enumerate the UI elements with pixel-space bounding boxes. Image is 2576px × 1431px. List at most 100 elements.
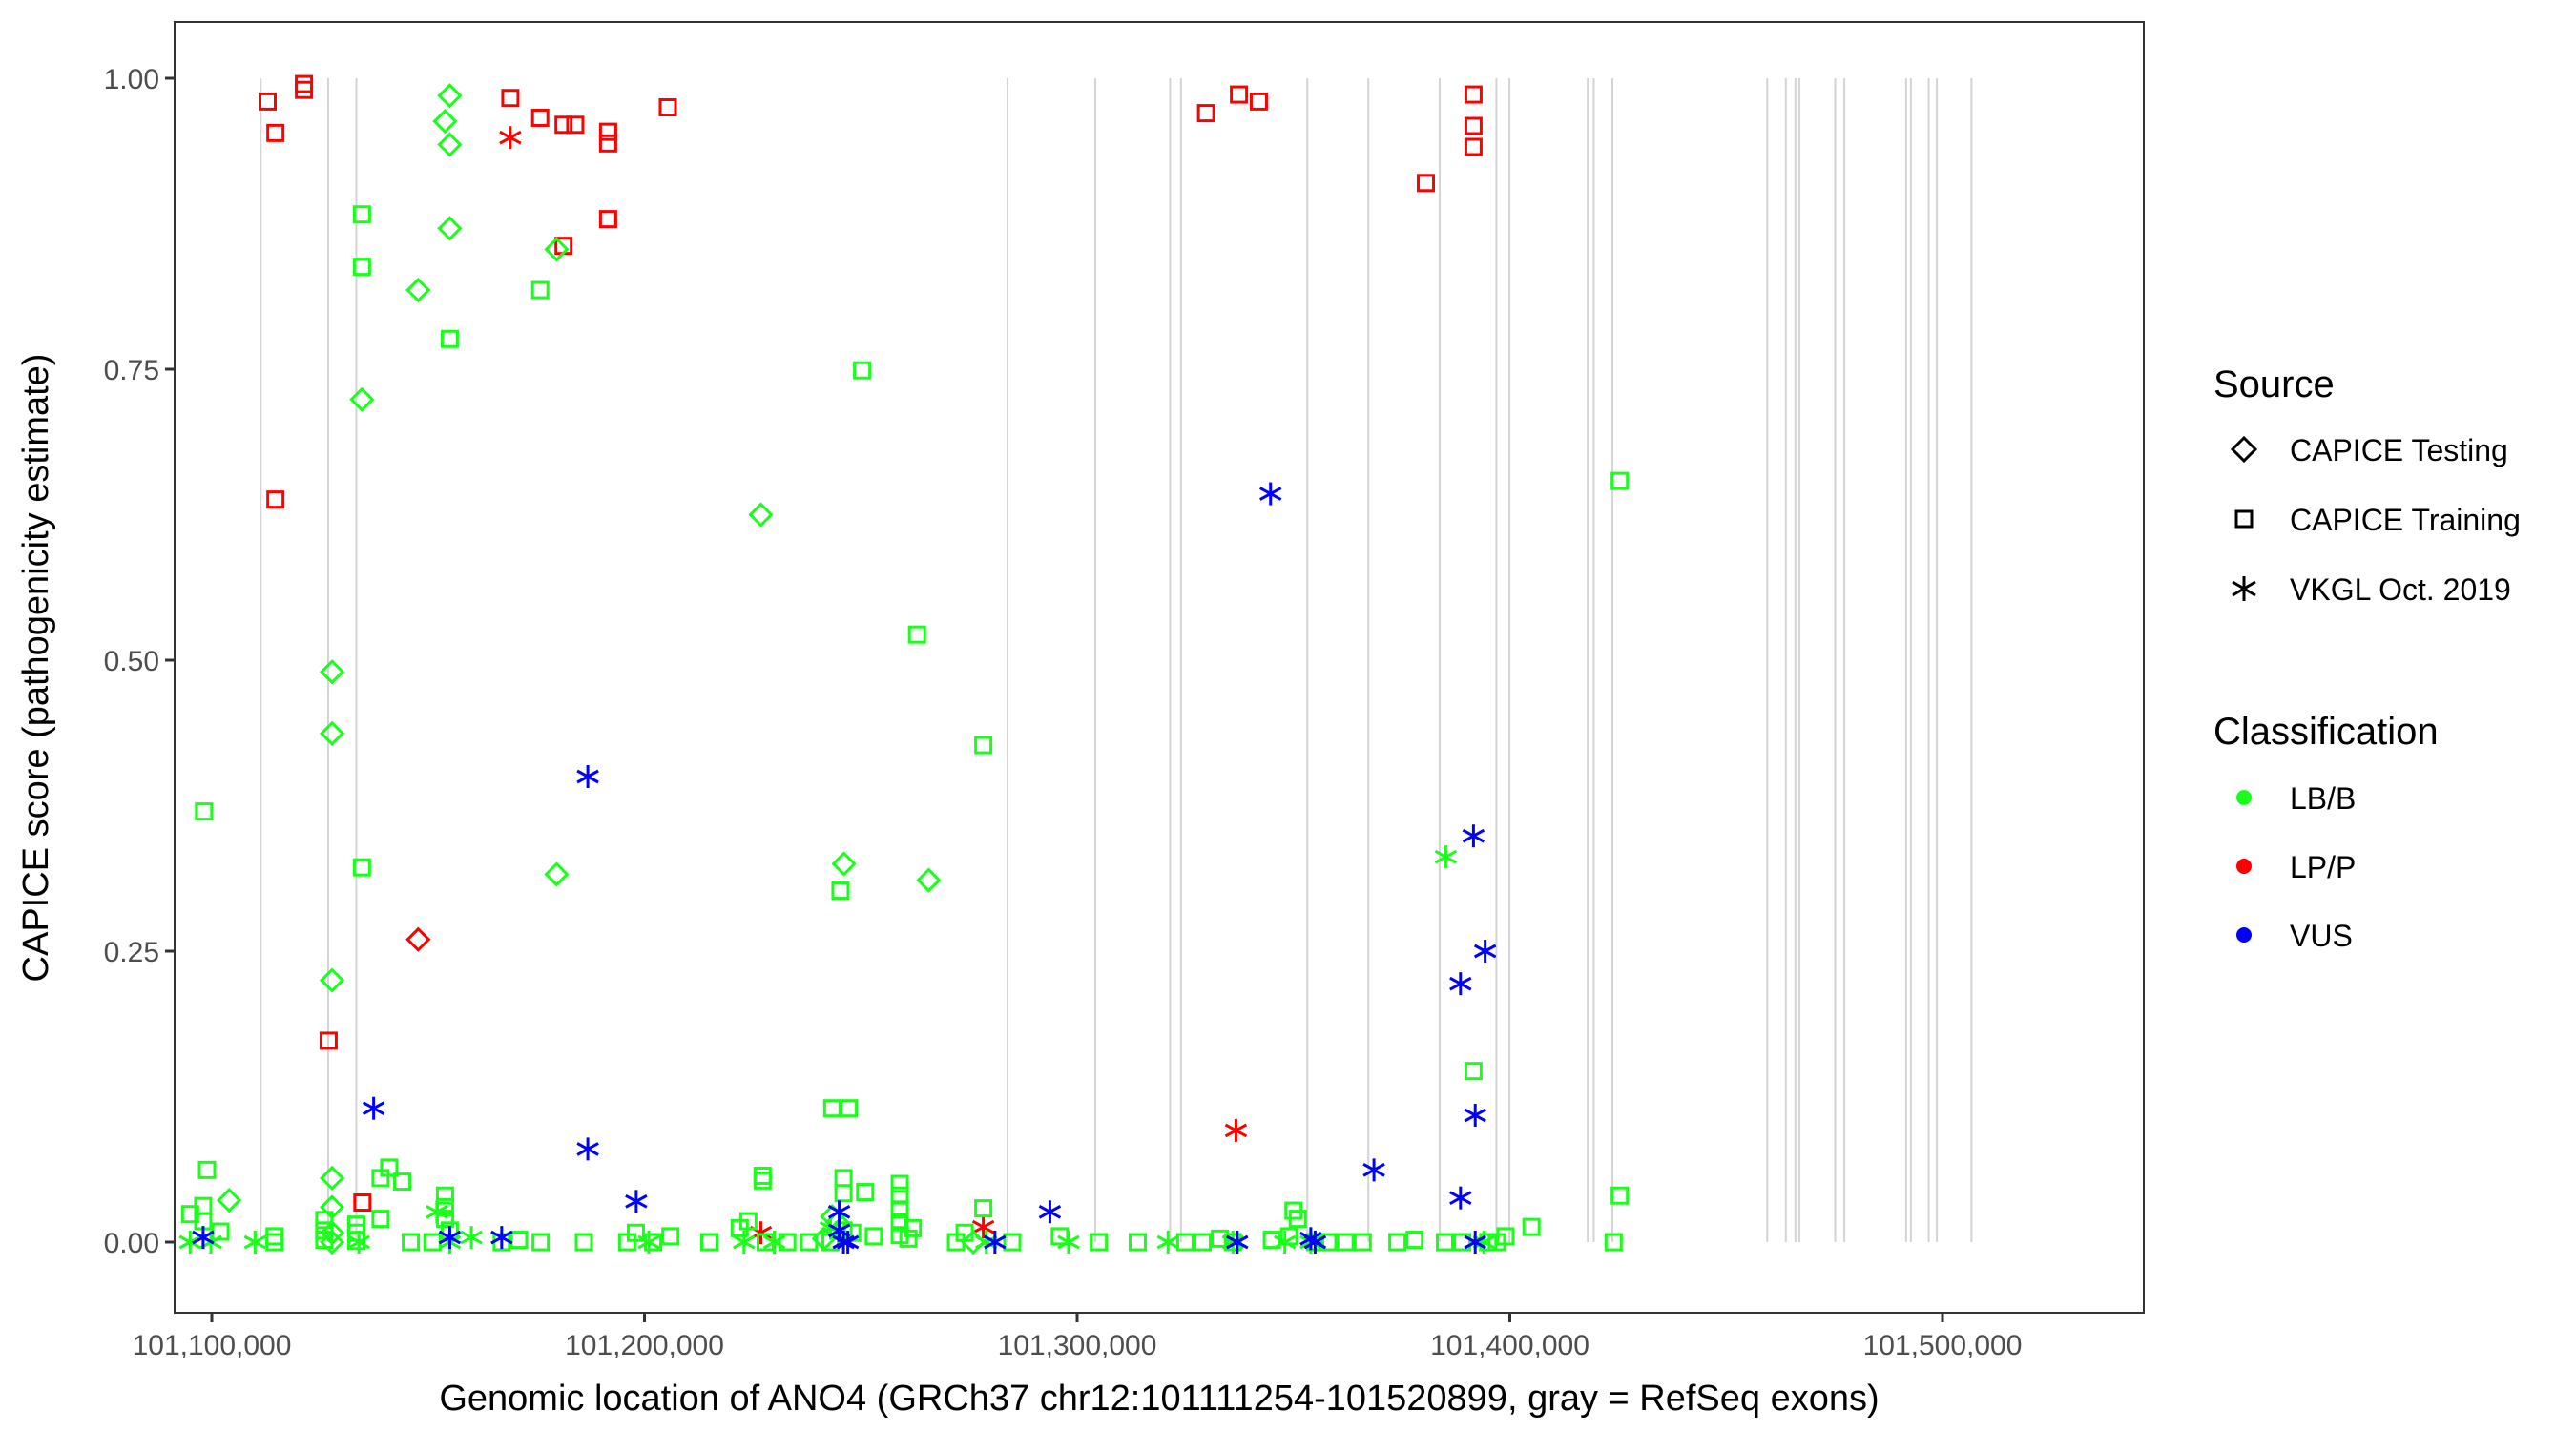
point-square <box>371 1169 390 1188</box>
point-square <box>598 134 617 153</box>
point-diamond <box>748 502 774 528</box>
point-asterisk <box>1464 1231 1486 1254</box>
point-diamond <box>437 83 463 109</box>
point-asterisk <box>460 1226 483 1250</box>
point-asterisk <box>499 126 522 150</box>
point-square <box>319 1031 338 1050</box>
diamond-icon <box>2230 435 2258 464</box>
point-diamond <box>319 967 345 993</box>
point-diamond <box>544 237 570 262</box>
point-square <box>904 1218 923 1237</box>
y-tick-label: 0.00 <box>104 1228 159 1259</box>
point-square <box>974 736 993 755</box>
point-square <box>353 1193 372 1213</box>
point-asterisk <box>984 1231 1007 1254</box>
point-square <box>195 802 214 821</box>
point-square <box>259 92 278 111</box>
x-tick-label: 101,200,000 <box>565 1330 724 1361</box>
legend-item-vkgl: VKGL Oct. 2019 <box>2232 572 2511 607</box>
point-square <box>501 89 520 108</box>
point-asterisk <box>362 1096 385 1120</box>
point-square <box>315 1211 334 1230</box>
point-asterisk <box>490 1226 513 1250</box>
point-square <box>197 1160 217 1179</box>
point-diamond <box>349 386 375 412</box>
point-square <box>598 210 617 229</box>
point-square <box>1464 1062 1483 1081</box>
point-square <box>266 490 285 509</box>
point-asterisk <box>1221 1231 1244 1254</box>
point-diamond <box>437 216 463 241</box>
x-tick-label: 101,400,000 <box>1430 1330 1589 1361</box>
legend-class-title: Classification <box>2213 711 2439 753</box>
point-asterisk <box>975 1231 998 1254</box>
point-square <box>530 280 550 300</box>
point-square <box>644 1233 663 1252</box>
point-square <box>890 1200 909 1219</box>
legend-label: LP/P <box>2290 850 2356 884</box>
point-square <box>1496 1227 1515 1246</box>
x-tick-label: 101,300,000 <box>998 1330 1157 1361</box>
point-asterisk <box>762 1231 786 1254</box>
x-axis-title: Genomic location of ANO4 (GRCh37 chr12:1… <box>439 1379 1879 1419</box>
point-square <box>864 1227 883 1246</box>
point-square <box>1435 1233 1454 1252</box>
point-square <box>1175 1233 1195 1252</box>
point-square <box>574 1233 593 1252</box>
point-square <box>1610 471 1630 490</box>
legend: Source CAPICE Testing CAPICE Training VK… <box>2213 363 2521 953</box>
point-square <box>1405 1231 1424 1250</box>
dot-icon <box>2236 859 2252 874</box>
point-square <box>315 1231 334 1250</box>
y-tick-label: 0.75 <box>104 355 159 386</box>
point-square <box>738 1212 758 1231</box>
legend-source-title: Source <box>2213 363 2335 405</box>
point-asterisk <box>178 1231 202 1254</box>
point-square <box>700 1233 719 1252</box>
y-tick-label: 1.00 <box>104 64 159 95</box>
dot-icon <box>2236 927 2252 943</box>
point-asterisk <box>1434 845 1458 869</box>
point-asterisk <box>347 1231 370 1254</box>
point-square <box>1353 1233 1372 1252</box>
point-square <box>352 858 371 877</box>
point-square <box>266 123 285 142</box>
point-asterisk <box>832 1231 855 1254</box>
point-square <box>1464 116 1483 135</box>
point-square <box>352 258 371 277</box>
point-square <box>1522 1217 1541 1236</box>
point-square <box>1464 85 1483 104</box>
point-asterisk <box>1462 824 1485 848</box>
y-axis: 0.00 0.25 0.50 0.75 1.00 <box>104 64 175 1259</box>
point-diamond <box>432 109 458 135</box>
plot-panel <box>175 22 2144 1313</box>
point-asterisk <box>576 765 599 788</box>
point-asterisk <box>1362 1158 1385 1182</box>
point-diamond <box>916 867 942 893</box>
point-asterisk <box>1449 972 1472 996</box>
point-square <box>834 1184 853 1203</box>
point-square <box>778 1233 797 1252</box>
point-square <box>955 1223 974 1242</box>
legend-item-lpp: LP/P <box>2236 850 2356 884</box>
point-asterisk <box>576 1137 599 1161</box>
y-tick-label: 0.25 <box>104 937 159 968</box>
y-tick-label: 0.50 <box>104 646 159 677</box>
point-square <box>530 108 550 127</box>
legend-label: VUS <box>2290 919 2353 953</box>
point-square <box>907 625 926 644</box>
point-asterisk <box>1057 1231 1080 1254</box>
point-square <box>265 1233 284 1252</box>
point-square <box>1610 1186 1630 1205</box>
point-diamond <box>319 659 345 685</box>
point-diamond <box>831 851 857 877</box>
point-asterisk <box>637 1231 660 1254</box>
point-asterisk <box>1472 1231 1496 1254</box>
point-square <box>554 115 573 135</box>
plot-border <box>174 21 2145 1314</box>
point-square <box>974 1199 993 1218</box>
y-axis-title: CAPICE score (pathogenicity estimate) <box>16 354 56 983</box>
exon-lines <box>260 78 1973 1242</box>
point-diamond <box>405 277 431 303</box>
point-asterisk <box>1226 1231 1249 1254</box>
